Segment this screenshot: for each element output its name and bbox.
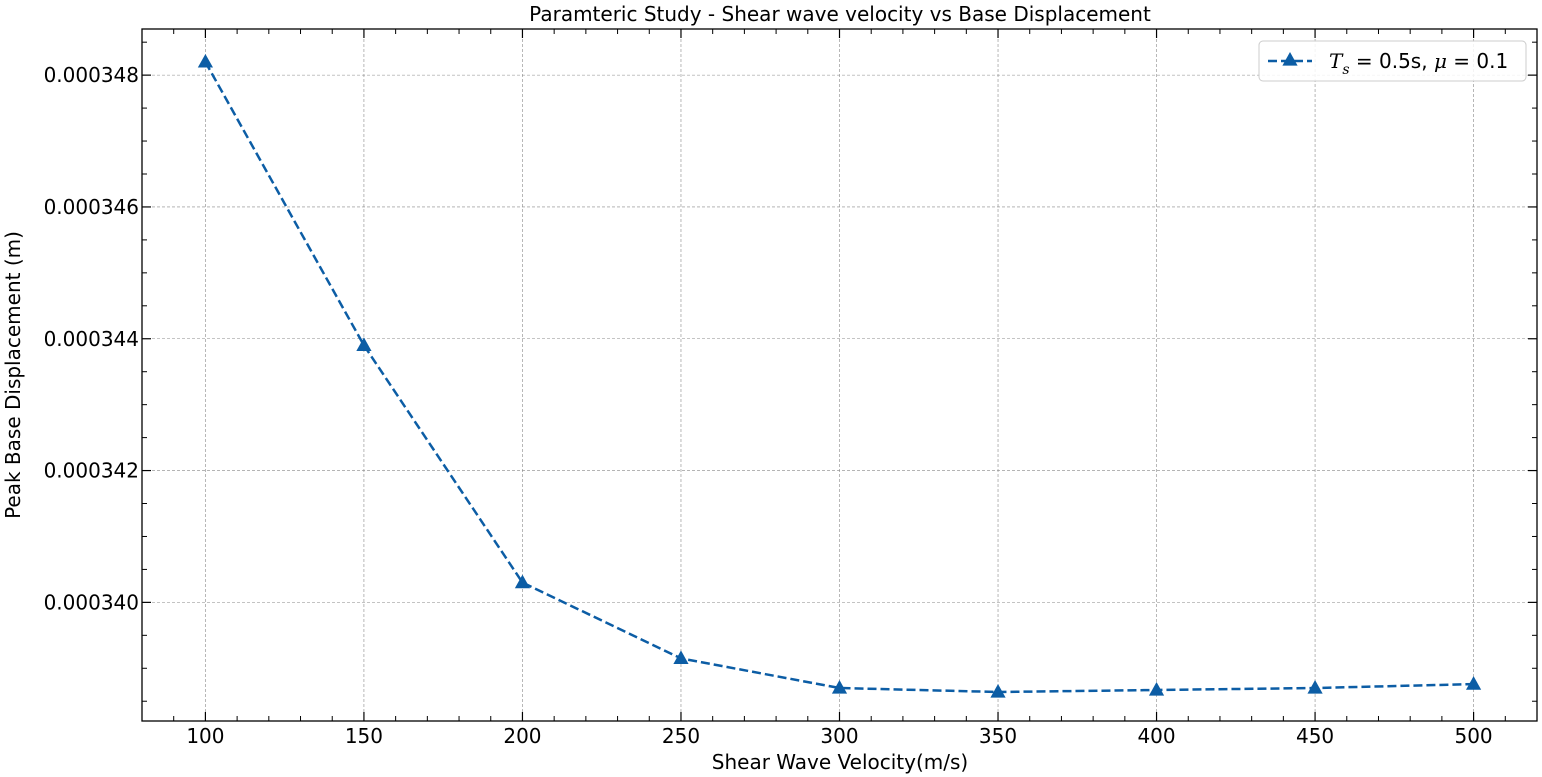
y-tick-label: 0.000342 (44, 459, 139, 483)
data-point-marker (673, 650, 689, 664)
y-axis-label: Peak Base Displacement (m) (1, 231, 25, 519)
tick-labels: 100 150 200 250 300 350 400 450 500 0.000340 0.000… (44, 63, 1493, 748)
x-tick-label: 250 (662, 724, 700, 748)
y-tick-label: 0.000346 (44, 195, 139, 219)
x-tick-label: 350 (979, 724, 1017, 748)
data-point-marker (356, 337, 372, 351)
ticks (141, 29, 1538, 721)
data-point-marker (831, 680, 848, 694)
data-point-marker (990, 684, 1006, 698)
x-tick-label: 100 (186, 724, 224, 748)
data-point-marker (1465, 676, 1482, 690)
y-tick-label: 0.000340 (44, 590, 139, 614)
x-tick-label: 450 (1296, 724, 1334, 748)
x-tick-label: 150 (345, 724, 383, 748)
legend: Ts = 0.5s, μ = 0.1 (1258, 40, 1527, 82)
series-layer (197, 53, 1482, 698)
x-tick-label: 300 (820, 724, 858, 748)
data-point-marker (197, 53, 214, 68)
grid (142, 29, 1537, 721)
x-tick-label: 400 (1137, 724, 1175, 748)
series-line (204, 61, 1474, 694)
data-point-marker (1148, 682, 1165, 696)
legend-marker-triangle (1282, 52, 1298, 66)
x-tick-label: 500 (1454, 724, 1492, 748)
legend-box (1258, 40, 1527, 82)
legend-label: Ts = 0.5s, μ = 0.1 (1329, 49, 1508, 78)
y-tick-label: 0.000348 (44, 63, 139, 87)
y-tick-label: 0.000344 (44, 327, 139, 351)
chart-title: Paramteric Study - Shear wave velocity v… (529, 2, 1151, 26)
data-point-marker (514, 574, 531, 589)
x-axis-label: Shear Wave Velocity(m/s) (712, 750, 968, 774)
data-point-marker (1307, 680, 1323, 694)
x-tick-label: 200 (503, 724, 541, 748)
